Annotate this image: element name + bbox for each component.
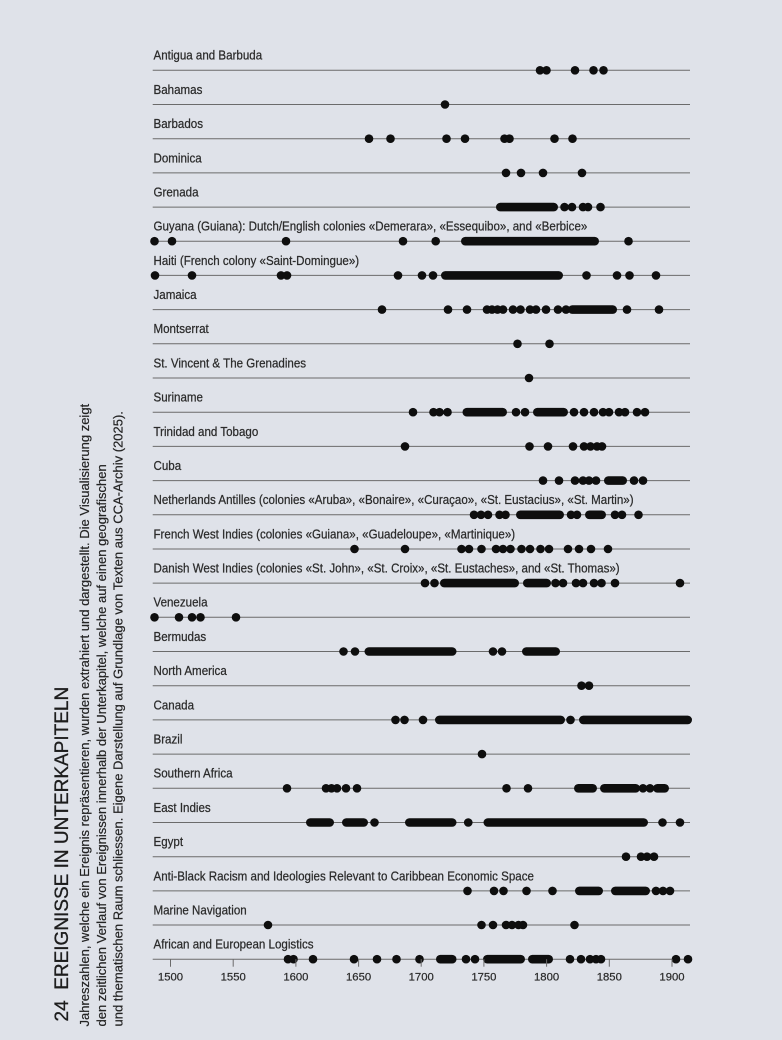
svg-text:Jahreszahlen, welche ein Ereig: Jahreszahlen, welche ein Ereignis repräs… — [77, 403, 92, 1026]
svg-text:Brazil: Brazil — [154, 732, 183, 747]
svg-text:Antigua and Barbuda: Antigua and Barbuda — [154, 48, 263, 63]
svg-text:1700: 1700 — [409, 972, 434, 984]
svg-text:Jamaica: Jamaica — [154, 287, 197, 302]
svg-text:Bermudas: Bermudas — [154, 629, 207, 644]
svg-text:1600: 1600 — [283, 972, 308, 984]
svg-text:Montserrat: Montserrat — [154, 322, 210, 337]
svg-text:Anti-Black Racism and Ideologi: Anti-Black Racism and Ideologies Relevan… — [154, 869, 535, 884]
svg-text:North America: North America — [154, 663, 227, 678]
svg-text:den zeitlichen Verlauf von Ere: den zeitlichen Verlauf von Ereignissen i… — [94, 464, 109, 1026]
svg-text:Barbados: Barbados — [154, 116, 203, 131]
svg-text:1850: 1850 — [597, 972, 622, 984]
svg-text:St. Vincent & The Grenadines: St. Vincent & The Grenadines — [154, 356, 307, 371]
svg-text:East Indies: East Indies — [154, 800, 211, 815]
svg-text:Haiti (French colony «Saint-Do: Haiti (French colony «Saint-Domingue») — [154, 253, 360, 268]
svg-text:Danish West Indies (colonies «: Danish West Indies (colonies «St. John»,… — [154, 561, 620, 576]
svg-text:Grenada: Grenada — [154, 185, 199, 200]
svg-text:Cuba: Cuba — [154, 458, 182, 473]
svg-text:1800: 1800 — [534, 972, 559, 984]
svg-text:1750: 1750 — [471, 972, 496, 984]
svg-text:French West Indies (colonies «: French West Indies (colonies «Guiana», «… — [154, 527, 516, 542]
svg-text:Netherlands Antilles (colonies: Netherlands Antilles (colonies «Aruba», … — [154, 493, 634, 508]
svg-text:Egypt: Egypt — [154, 834, 184, 849]
svg-text:African and European Logistics: African and European Logistics — [154, 937, 314, 952]
svg-text:Guyana (Guiana): Dutch/English: Guyana (Guiana): Dutch/English colonies … — [154, 219, 588, 234]
svg-text:1900: 1900 — [659, 972, 684, 984]
svg-text:1650: 1650 — [346, 972, 371, 984]
svg-text:Dominica: Dominica — [154, 151, 202, 166]
svg-text:Marine Navigation: Marine Navigation — [154, 903, 247, 918]
svg-text:1500: 1500 — [158, 972, 183, 984]
svg-text:Suriname: Suriname — [154, 390, 204, 405]
svg-text:1550: 1550 — [221, 972, 246, 984]
svg-text:Bahamas: Bahamas — [154, 82, 203, 97]
svg-text:Southern Africa: Southern Africa — [154, 766, 233, 781]
svg-text:24 EREIGNISSE IN UNTERKAPITEL: 24 EREIGNISSE IN UNTERKAPITELN — [52, 687, 73, 1022]
svg-text:Canada: Canada — [154, 698, 195, 713]
svg-text:Venezuela: Venezuela — [154, 595, 208, 610]
svg-text:Trinidad and Tobago: Trinidad and Tobago — [154, 424, 259, 439]
svg-text:und thematischen Raum schliess: und thematischen Raum schliessen. Eigene… — [111, 411, 126, 1026]
